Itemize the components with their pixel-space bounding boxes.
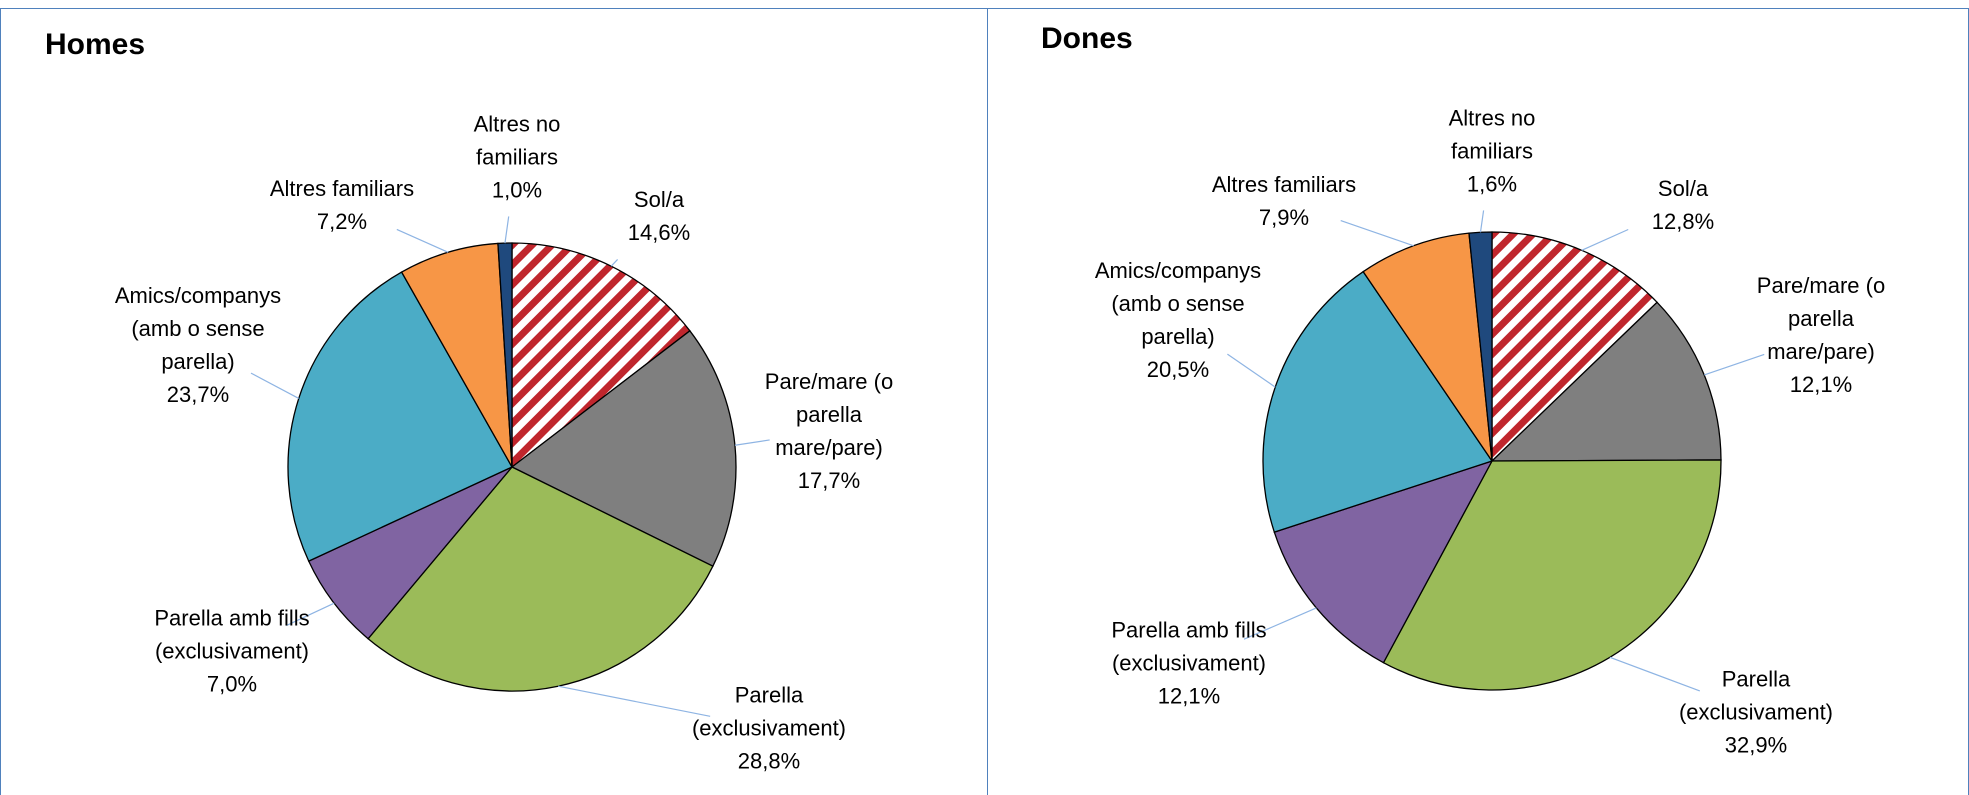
leader-line: [250, 372, 300, 399]
value-label: 12,8%: [1651, 209, 1715, 234]
category-label: Pare/mare (o parella mare/pare): [1756, 273, 1886, 364]
leader-line: [286, 602, 335, 627]
leader-line: [734, 439, 770, 446]
value-label: 1,0%: [491, 177, 543, 203]
leader-line: [1581, 228, 1629, 251]
category-label: Altres no familiars: [473, 111, 561, 170]
value-label: 7,0%: [206, 671, 258, 697]
category-label: Parella amb fills (exclusivament): [1111, 617, 1267, 676]
value-label: 20,5%: [1146, 357, 1210, 382]
data-label: Altres familiars 7,9%: [1184, 168, 1384, 234]
category-label: Sol/a: [1657, 176, 1709, 201]
data-label: Parella (exclusivament) 32,9%: [1661, 663, 1851, 762]
category-label: Altres familiars: [1211, 172, 1357, 197]
leader-line: [396, 228, 449, 253]
data-label: Amics/companys (amb o sense parella) 23,7…: [106, 279, 291, 411]
category-label: Amics/companys (amb o sense parella): [114, 283, 282, 374]
leader-line: [557, 685, 711, 717]
leader-line: [1227, 353, 1276, 388]
leader-line: [1609, 656, 1701, 692]
value-label: 1,6%: [1466, 171, 1518, 197]
category-label: Parella amb fills (exclusivament): [154, 605, 310, 664]
data-label: Parella (exclusivament) 28,8%: [674, 679, 864, 778]
value-label: 12,1%: [1157, 683, 1221, 709]
category-label: Altres no familiars: [1448, 105, 1536, 164]
pie-slice: [511, 242, 691, 469]
leader-line: [1479, 210, 1485, 233]
data-label: Sol/a 14,6%: [599, 183, 719, 249]
value-label: 32,9%: [1724, 732, 1788, 758]
data-label: Amics/companys (amb o sense parella) 20,5…: [1086, 254, 1271, 386]
value-label: 28,8%: [737, 748, 801, 774]
chart-title: Homes: [45, 28, 146, 61]
data-label: Altres no familiars 1,6%: [1432, 102, 1552, 201]
value-label: 14,6%: [627, 220, 691, 245]
value-label: 7,2%: [316, 209, 368, 234]
category-label: Parella (exclusivament): [691, 682, 847, 741]
leader-line: [1340, 220, 1414, 247]
pie-slice: [1468, 231, 1493, 462]
data-label: Altres familiars 7,2%: [242, 172, 442, 238]
category-label: Parella (exclusivament): [1678, 666, 1834, 725]
data-label: Parella amb fills (exclusivament) 12,1%: [1079, 614, 1299, 713]
category-label: Altres familiars: [269, 176, 415, 201]
category-label: Pare/mare (o parella mare/pare): [764, 369, 894, 460]
data-label: Pare/mare (o parella mare/pare) 17,7%: [759, 365, 899, 497]
data-label: Altres no familiars 1,0%: [457, 108, 577, 207]
value-label: 17,7%: [797, 468, 861, 493]
pie-slice: [367, 466, 714, 692]
leader-line: [1704, 353, 1765, 376]
pie-slice: [400, 242, 513, 468]
leader-line: [610, 259, 619, 267]
value-label: 7,9%: [1258, 205, 1310, 230]
chart-title: Dones: [1041, 22, 1133, 55]
value-label: 23,7%: [166, 382, 230, 407]
category-label: Amics/companys (amb o sense parella): [1094, 258, 1262, 349]
data-label: Pare/mare (o parella mare/pare) 12,1%: [1751, 269, 1891, 401]
category-label: Sol/a: [633, 187, 685, 212]
data-label: Parella amb fills (exclusivament) 7,0%: [122, 602, 342, 701]
value-label: 12,1%: [1789, 372, 1853, 397]
data-label: Sol/a 12,8%: [1623, 172, 1743, 238]
pie-slice: [1491, 231, 1658, 463]
leader-line: [504, 216, 510, 244]
pie-slice: [287, 271, 513, 562]
leader-line: [1243, 607, 1317, 640]
